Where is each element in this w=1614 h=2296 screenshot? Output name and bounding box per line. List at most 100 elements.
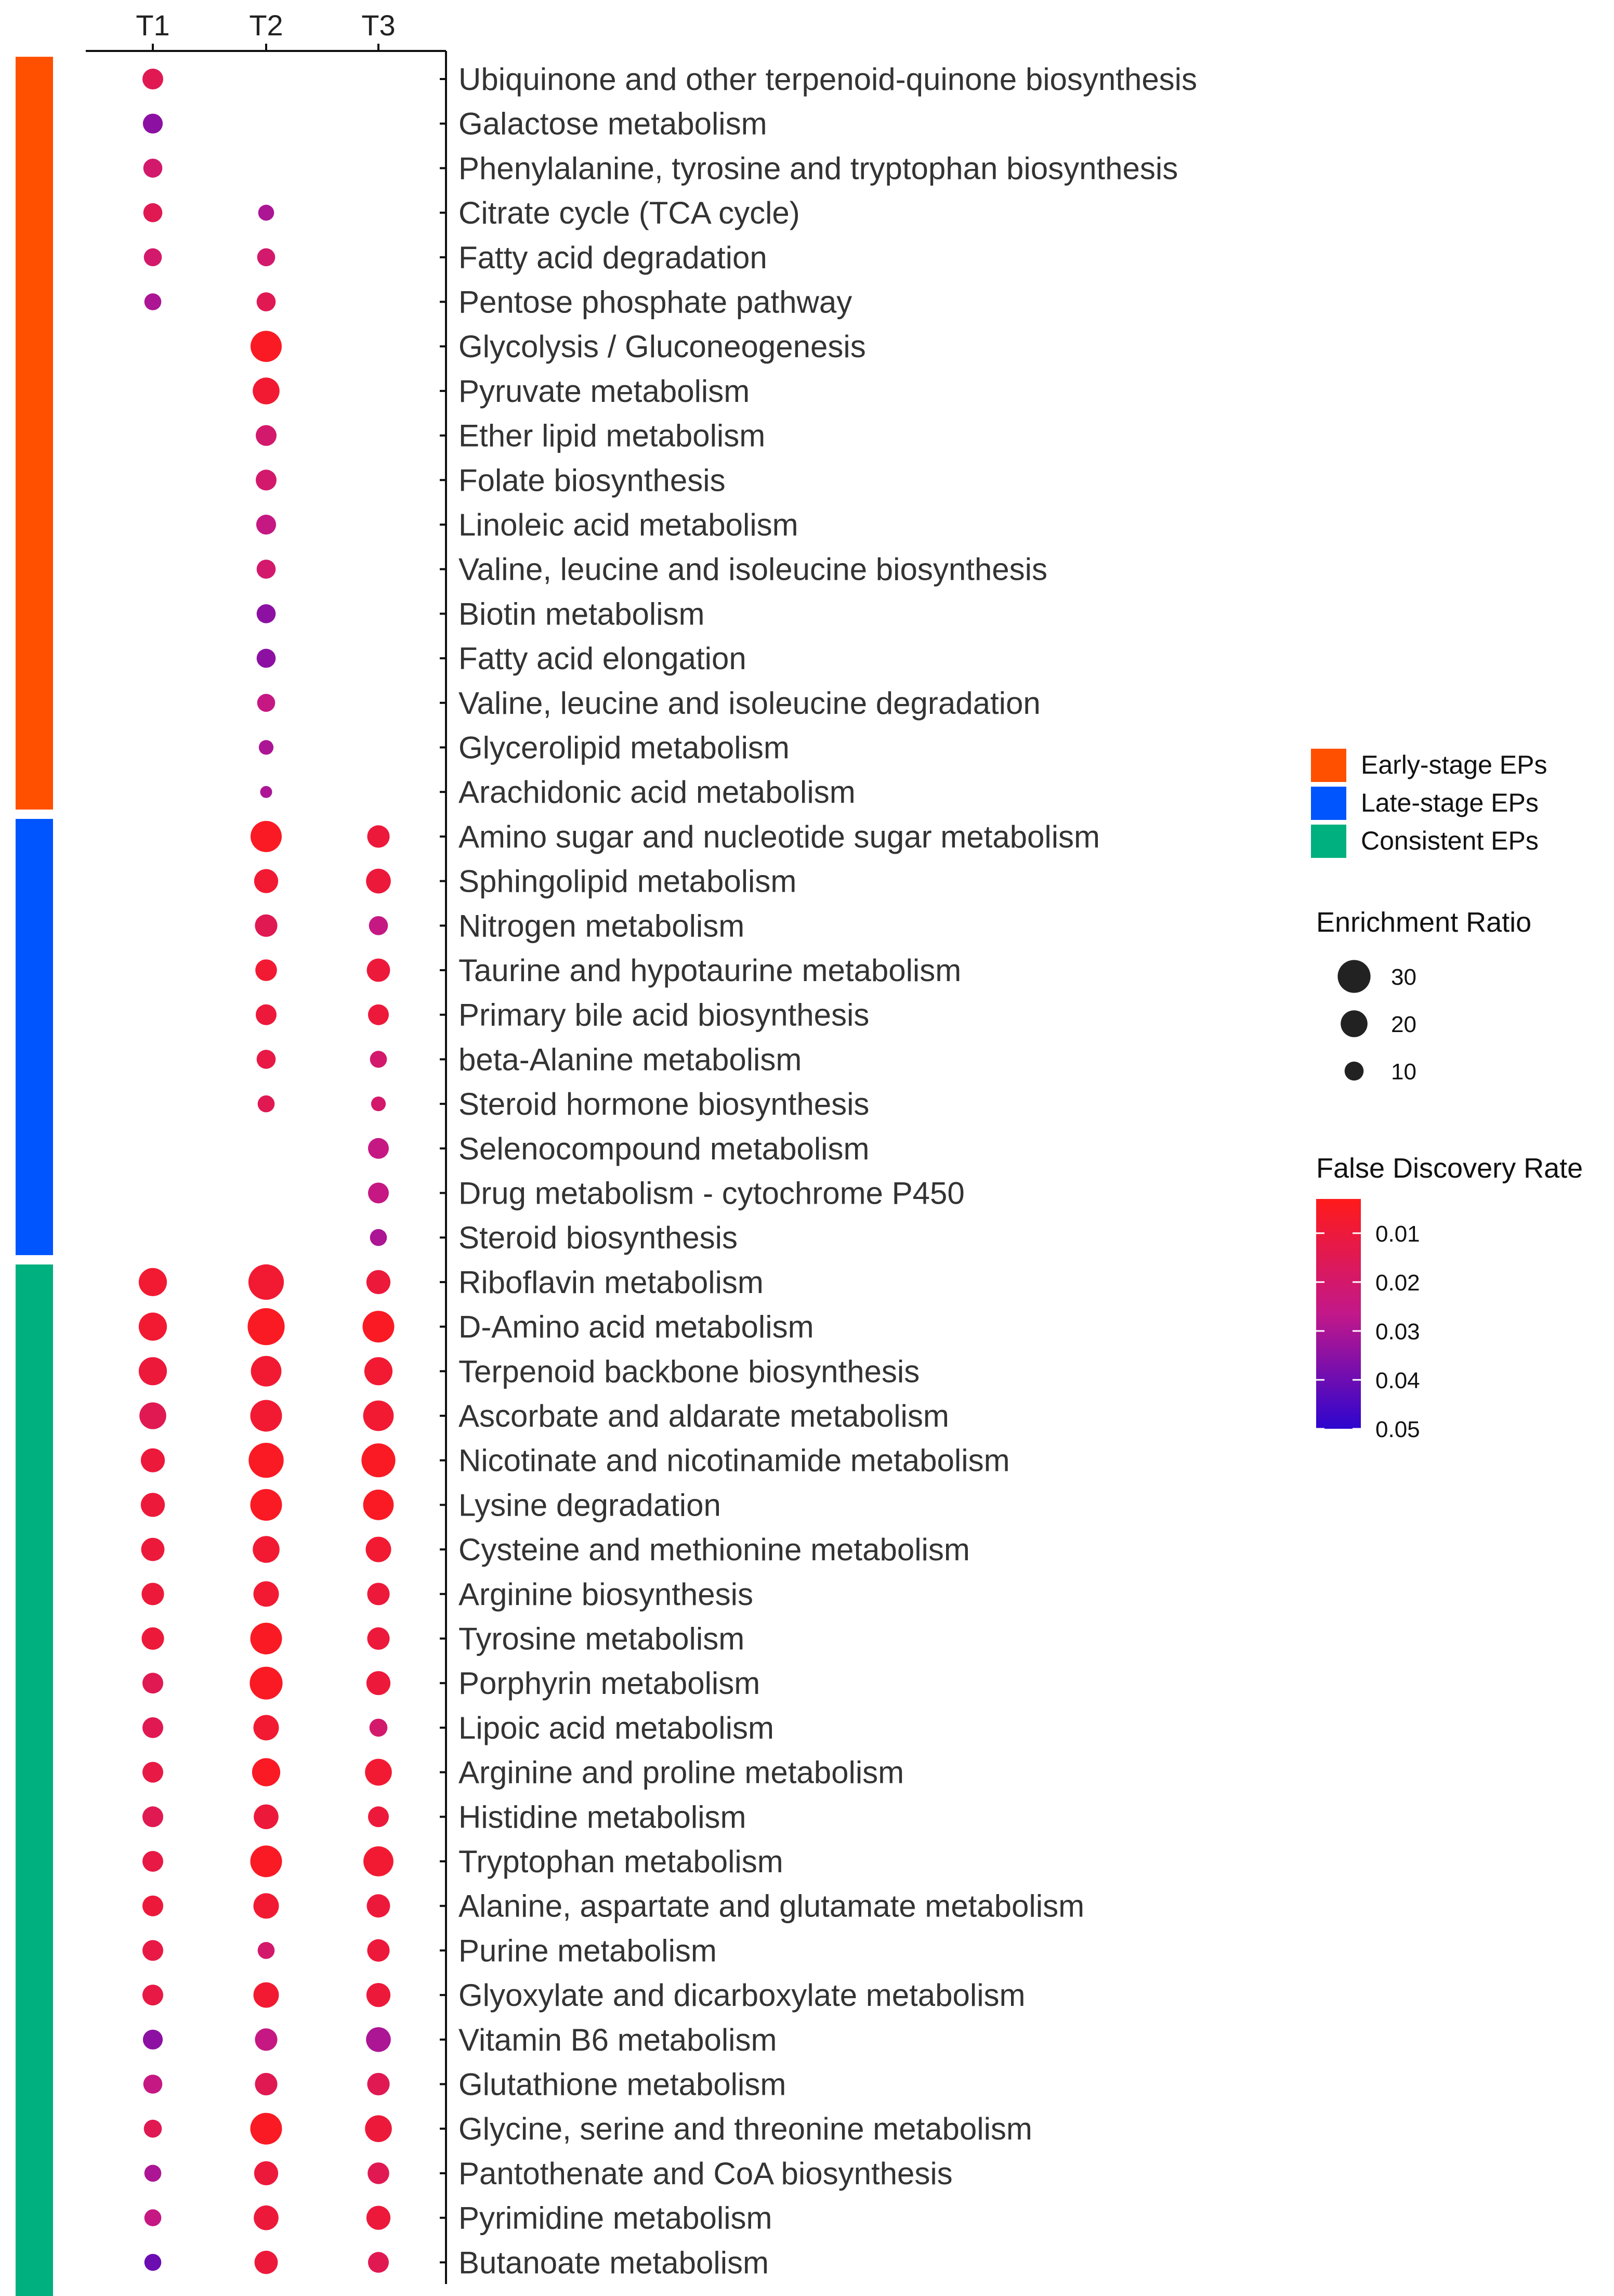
bubble-t2	[255, 2028, 278, 2051]
bubble-t1	[143, 203, 163, 223]
bubble-t3	[369, 1718, 388, 1737]
bubble-t2	[254, 1804, 279, 1830]
bubble-t3	[367, 2072, 390, 2096]
bubble-t2	[255, 914, 278, 937]
pathway-label: Tyrosine metabolism	[458, 1622, 744, 1656]
bubble-t3	[367, 1583, 390, 1606]
legend: Early-stage EPs Late-stage EPs Consistent …	[1311, 749, 1583, 1442]
bubble-t2	[250, 1623, 282, 1654]
pathway-label: Glycerolipid metabolism	[458, 730, 790, 765]
bubble-t1	[142, 1717, 163, 1738]
bubble-t2	[256, 514, 277, 535]
bubble-t3	[365, 2115, 392, 2142]
pathway-label: Lysine degradation	[458, 1488, 721, 1522]
bubble-t2	[258, 204, 274, 221]
bubble-t2	[250, 1666, 283, 1700]
pathway-label: Pyrimidine metabolism	[458, 2201, 772, 2236]
bubble-t1	[142, 1895, 163, 1916]
bubble-t1	[141, 1583, 164, 1606]
group-bar-consistent-eps	[16, 1264, 53, 2296]
colorbar-label: 0.05	[1375, 1417, 1420, 1442]
bubble-t2	[256, 559, 276, 579]
bubble-t2	[257, 248, 275, 267]
bubble-t2	[256, 292, 276, 311]
bubble-t3	[364, 1357, 393, 1386]
column-label-t2: T2	[249, 9, 283, 42]
bubble-t2	[250, 1845, 282, 1877]
pathway-label: Pantothenate and CoA biosynthesis	[458, 2156, 953, 2191]
bubble-t1	[142, 1851, 163, 1872]
bubble-t2	[253, 1715, 279, 1741]
bubble-t1	[143, 248, 162, 267]
bubble-t3	[366, 1671, 391, 1695]
column-labels: T1 T2 T3	[136, 9, 396, 51]
bubble-t2	[254, 2250, 278, 2274]
pathway-label: Ascorbate and aldarate metabolism	[458, 1399, 949, 1433]
bubble-t3	[367, 1939, 390, 1962]
bubble-t1	[142, 113, 163, 134]
bubble-t1	[144, 2209, 162, 2226]
group-bar-late-stage-eps	[16, 819, 53, 1256]
legend-swatch-0	[1311, 749, 1346, 782]
legend-group-label: Early-stage EPs	[1361, 750, 1547, 779]
bubble-t1	[143, 2075, 163, 2094]
pathway-label: Pentose phosphate pathway	[458, 285, 852, 320]
bubble-t1	[144, 293, 162, 310]
bubble-t2	[260, 786, 272, 798]
bubble-t2	[255, 2072, 278, 2096]
pathway-label: Fatty acid degradation	[458, 240, 767, 275]
bubble-t2	[248, 1443, 284, 1478]
pathway-label: Fatty acid elongation	[458, 641, 746, 676]
legend-swatch-2	[1311, 825, 1346, 858]
bubble-t1	[143, 159, 163, 178]
pathway-label: Glutathione metabolism	[458, 2067, 786, 2102]
pathway-label: Arginine and proline metabolism	[458, 1755, 904, 1790]
colorbar-label: 0.03	[1375, 1319, 1420, 1345]
legend-group-label: Late-stage EPs	[1361, 788, 1539, 817]
bubble-t1	[142, 2029, 163, 2050]
bubble-t2	[257, 1095, 275, 1113]
bubble-t2	[256, 469, 277, 491]
pathway-label: Valine, leucine and isoleucine degradati…	[458, 686, 1041, 721]
colorbar-label: 0.01	[1375, 1221, 1420, 1247]
pathway-label: Primary bile acid biosynthesis	[458, 998, 869, 1033]
pathway-label: Citrate cycle (TCA cycle)	[458, 195, 800, 230]
pathway-label: Glycolysis / Gluconeogenesis	[458, 329, 866, 364]
bubble-t3	[366, 868, 391, 894]
pathway-label: Drug metabolism - cytochrome P450	[458, 1176, 965, 1211]
pathway-label: beta-Alanine metabolism	[458, 1042, 802, 1077]
bubble-t1	[142, 1940, 163, 1961]
pathway-label: Tryptophan metabolism	[458, 1844, 783, 1879]
bubble-t1	[138, 1268, 167, 1296]
bubble-t2	[253, 377, 280, 405]
bubble-t1	[141, 1537, 165, 1561]
pathway-label: Pyruvate metabolism	[458, 374, 750, 409]
bubble-t2	[257, 1942, 275, 1959]
bubble-t3	[362, 1311, 395, 1343]
bubble-t3	[368, 1806, 389, 1828]
bubble-t2	[255, 959, 277, 981]
pathway-label: Lipoic acid metabolism	[458, 1711, 774, 1745]
bubble-t1	[142, 69, 163, 89]
bubble-t3	[366, 2027, 391, 2052]
pathway-label: Ether lipid metabolism	[458, 419, 765, 453]
legend-swatch-1	[1311, 787, 1346, 820]
pathway-label: Glyoxylate and dicarboxylate metabolism	[458, 1978, 1026, 2013]
bubble-t1	[140, 1448, 165, 1472]
bubble-t3	[366, 2206, 391, 2230]
pathway-label: Amino sugar and nucleotide sugar metabol…	[458, 819, 1100, 854]
pathway-label: Terpenoid backbone biosynthesis	[458, 1354, 920, 1389]
bubble-t2	[256, 1050, 276, 1069]
column-label-t1: T1	[136, 9, 169, 42]
legend-group-label: Consistent EPs	[1361, 826, 1539, 855]
pathway-label: Butanoate metabolism	[458, 2245, 769, 2280]
bubble-t1	[138, 1312, 167, 1341]
bubble-t1	[138, 1357, 167, 1386]
pathway-label: Cysteine and methionine metabolism	[458, 1532, 970, 1567]
pathway-label: Taurine and hypotaurine metabolism	[458, 953, 961, 988]
pathway-label: Ubiquinone and other terpenoid-quinone b…	[458, 62, 1197, 97]
bubble-t1	[142, 1673, 163, 1694]
bubble-t2	[256, 425, 277, 446]
pathway-label: Nicotinate and nicotinamide metabolism	[458, 1443, 1010, 1478]
bubble-t3	[367, 825, 390, 848]
